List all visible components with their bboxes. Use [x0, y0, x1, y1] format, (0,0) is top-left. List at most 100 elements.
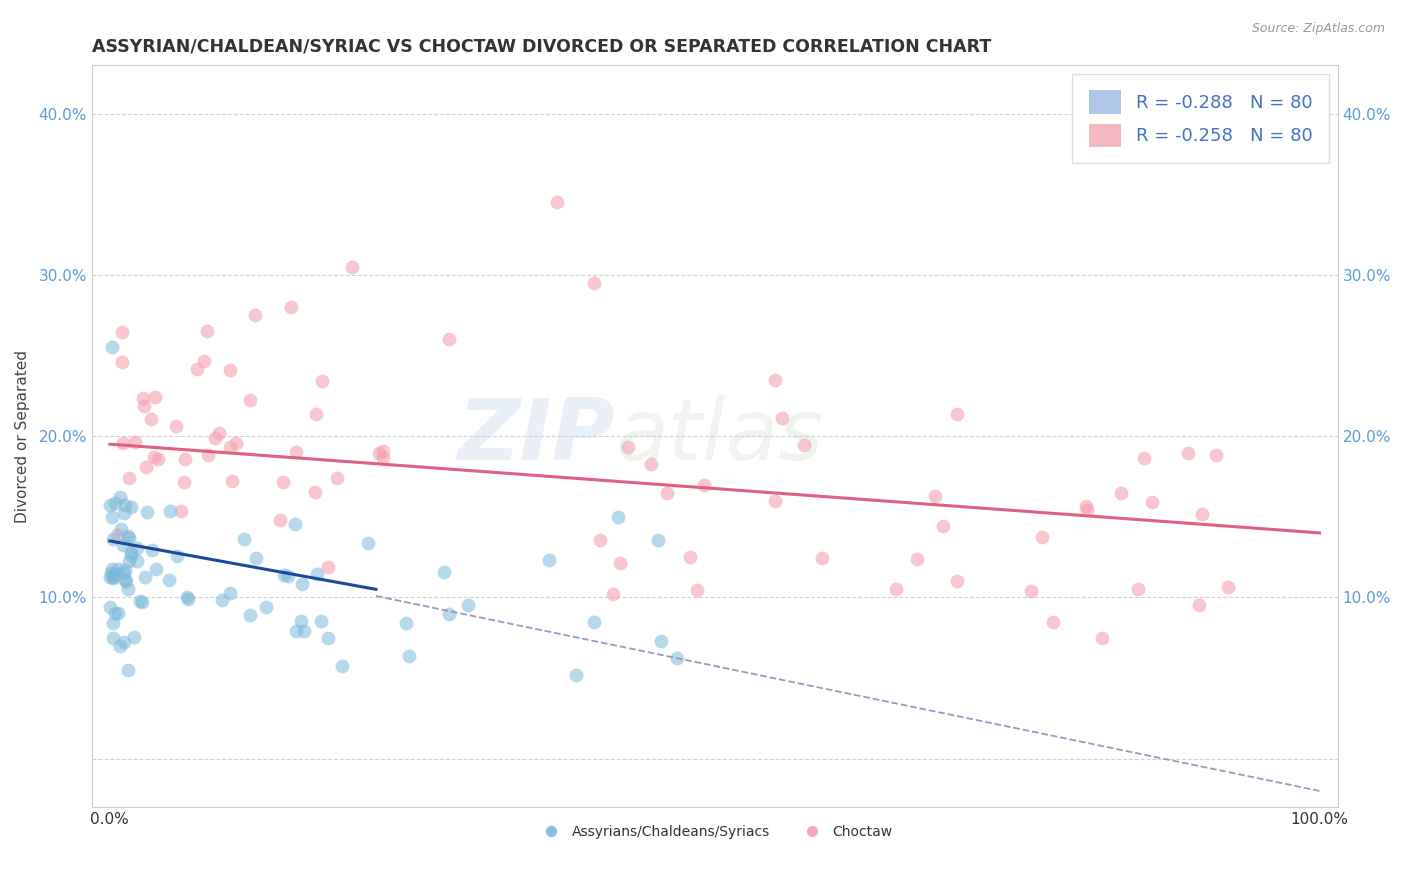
Point [905, 552, 928, 566]
Point [141, 411, 163, 425]
Point [98, 498, 121, 512]
Point [117, 531, 139, 545]
Point [357, 536, 380, 550]
Point [602, 587, 624, 601]
Point [433, 566, 456, 580]
Point [582, 276, 605, 290]
Point [238, 393, 260, 408]
Point [290, 615, 312, 629]
Point [173, 451, 195, 466]
Point [931, 519, 953, 533]
Point [103, 532, 125, 546]
Point [1031, 529, 1053, 543]
Point [924, 489, 946, 503]
Point [124, 434, 146, 449]
Point [373, 451, 395, 466]
Point [311, 614, 333, 628]
Point [107, 607, 129, 621]
Point [285, 445, 308, 459]
Point [284, 516, 307, 531]
Point [112, 506, 135, 520]
Point [946, 407, 969, 421]
Point [108, 639, 131, 653]
Legend: Assyrians/Chaldeans/Syriacs, Choctaw: Assyrians/Chaldeans/Syriacs, Choctaw [531, 820, 898, 845]
Point [606, 509, 628, 524]
Point [219, 586, 242, 600]
Point [340, 260, 363, 274]
Point [326, 471, 349, 485]
Point [269, 513, 291, 527]
Point [763, 493, 786, 508]
Point [457, 599, 479, 613]
Point [1076, 503, 1098, 517]
Point [655, 486, 678, 500]
Point [1133, 450, 1156, 465]
Point [204, 431, 226, 445]
Point [243, 308, 266, 322]
Point [101, 562, 124, 576]
Point [285, 624, 308, 638]
Y-axis label: Divorced or Separated: Divorced or Separated [15, 350, 30, 523]
Point [617, 440, 640, 454]
Point [254, 600, 277, 615]
Point [582, 615, 605, 629]
Point [371, 444, 394, 458]
Point [107, 562, 129, 576]
Point [546, 195, 568, 210]
Text: ASSYRIAN/CHALDEAN/SYRIAC VS CHOCTAW DIVORCED OR SEPARATED CORRELATION CHART: ASSYRIAN/CHALDEAN/SYRIAC VS CHOCTAW DIVO… [91, 37, 991, 55]
Point [218, 363, 240, 377]
Point [195, 324, 218, 338]
Text: Source: ZipAtlas.com: Source: ZipAtlas.com [1251, 22, 1385, 36]
Point [225, 436, 247, 450]
Point [221, 474, 243, 488]
Point [679, 550, 702, 565]
Point [208, 425, 231, 440]
Point [245, 551, 267, 566]
Point [1042, 615, 1064, 629]
Point [1140, 495, 1163, 509]
Point [114, 573, 136, 587]
Point [1187, 599, 1209, 613]
Point [104, 606, 127, 620]
Point [145, 562, 167, 576]
Point [143, 390, 166, 404]
Point [1076, 499, 1098, 513]
Point [1205, 448, 1227, 462]
Point [280, 300, 302, 314]
Point [538, 553, 561, 567]
Point [122, 630, 145, 644]
Point [98, 600, 121, 615]
Point [118, 554, 141, 568]
Point [132, 391, 155, 405]
Point [112, 635, 135, 649]
Point [650, 633, 672, 648]
Point [146, 452, 169, 467]
Point [159, 504, 181, 518]
Point [1126, 582, 1149, 597]
Point [1177, 446, 1199, 460]
Point [793, 438, 815, 452]
Point [100, 566, 122, 580]
Point [1109, 486, 1132, 500]
Point [219, 441, 242, 455]
Point [588, 533, 610, 548]
Point [665, 650, 688, 665]
Point [565, 668, 588, 682]
Point [136, 505, 159, 519]
Point [304, 485, 326, 500]
Point [118, 471, 141, 485]
Point [273, 568, 295, 582]
Point [170, 504, 193, 518]
Point [157, 574, 180, 588]
Point [103, 570, 125, 584]
Point [103, 631, 125, 645]
Point [108, 490, 131, 504]
Point [1191, 508, 1213, 522]
Point [1216, 580, 1239, 594]
Point [770, 411, 793, 425]
Point [120, 545, 142, 559]
Point [104, 496, 127, 510]
Point [368, 446, 391, 460]
Point [112, 566, 135, 580]
Point [186, 361, 208, 376]
